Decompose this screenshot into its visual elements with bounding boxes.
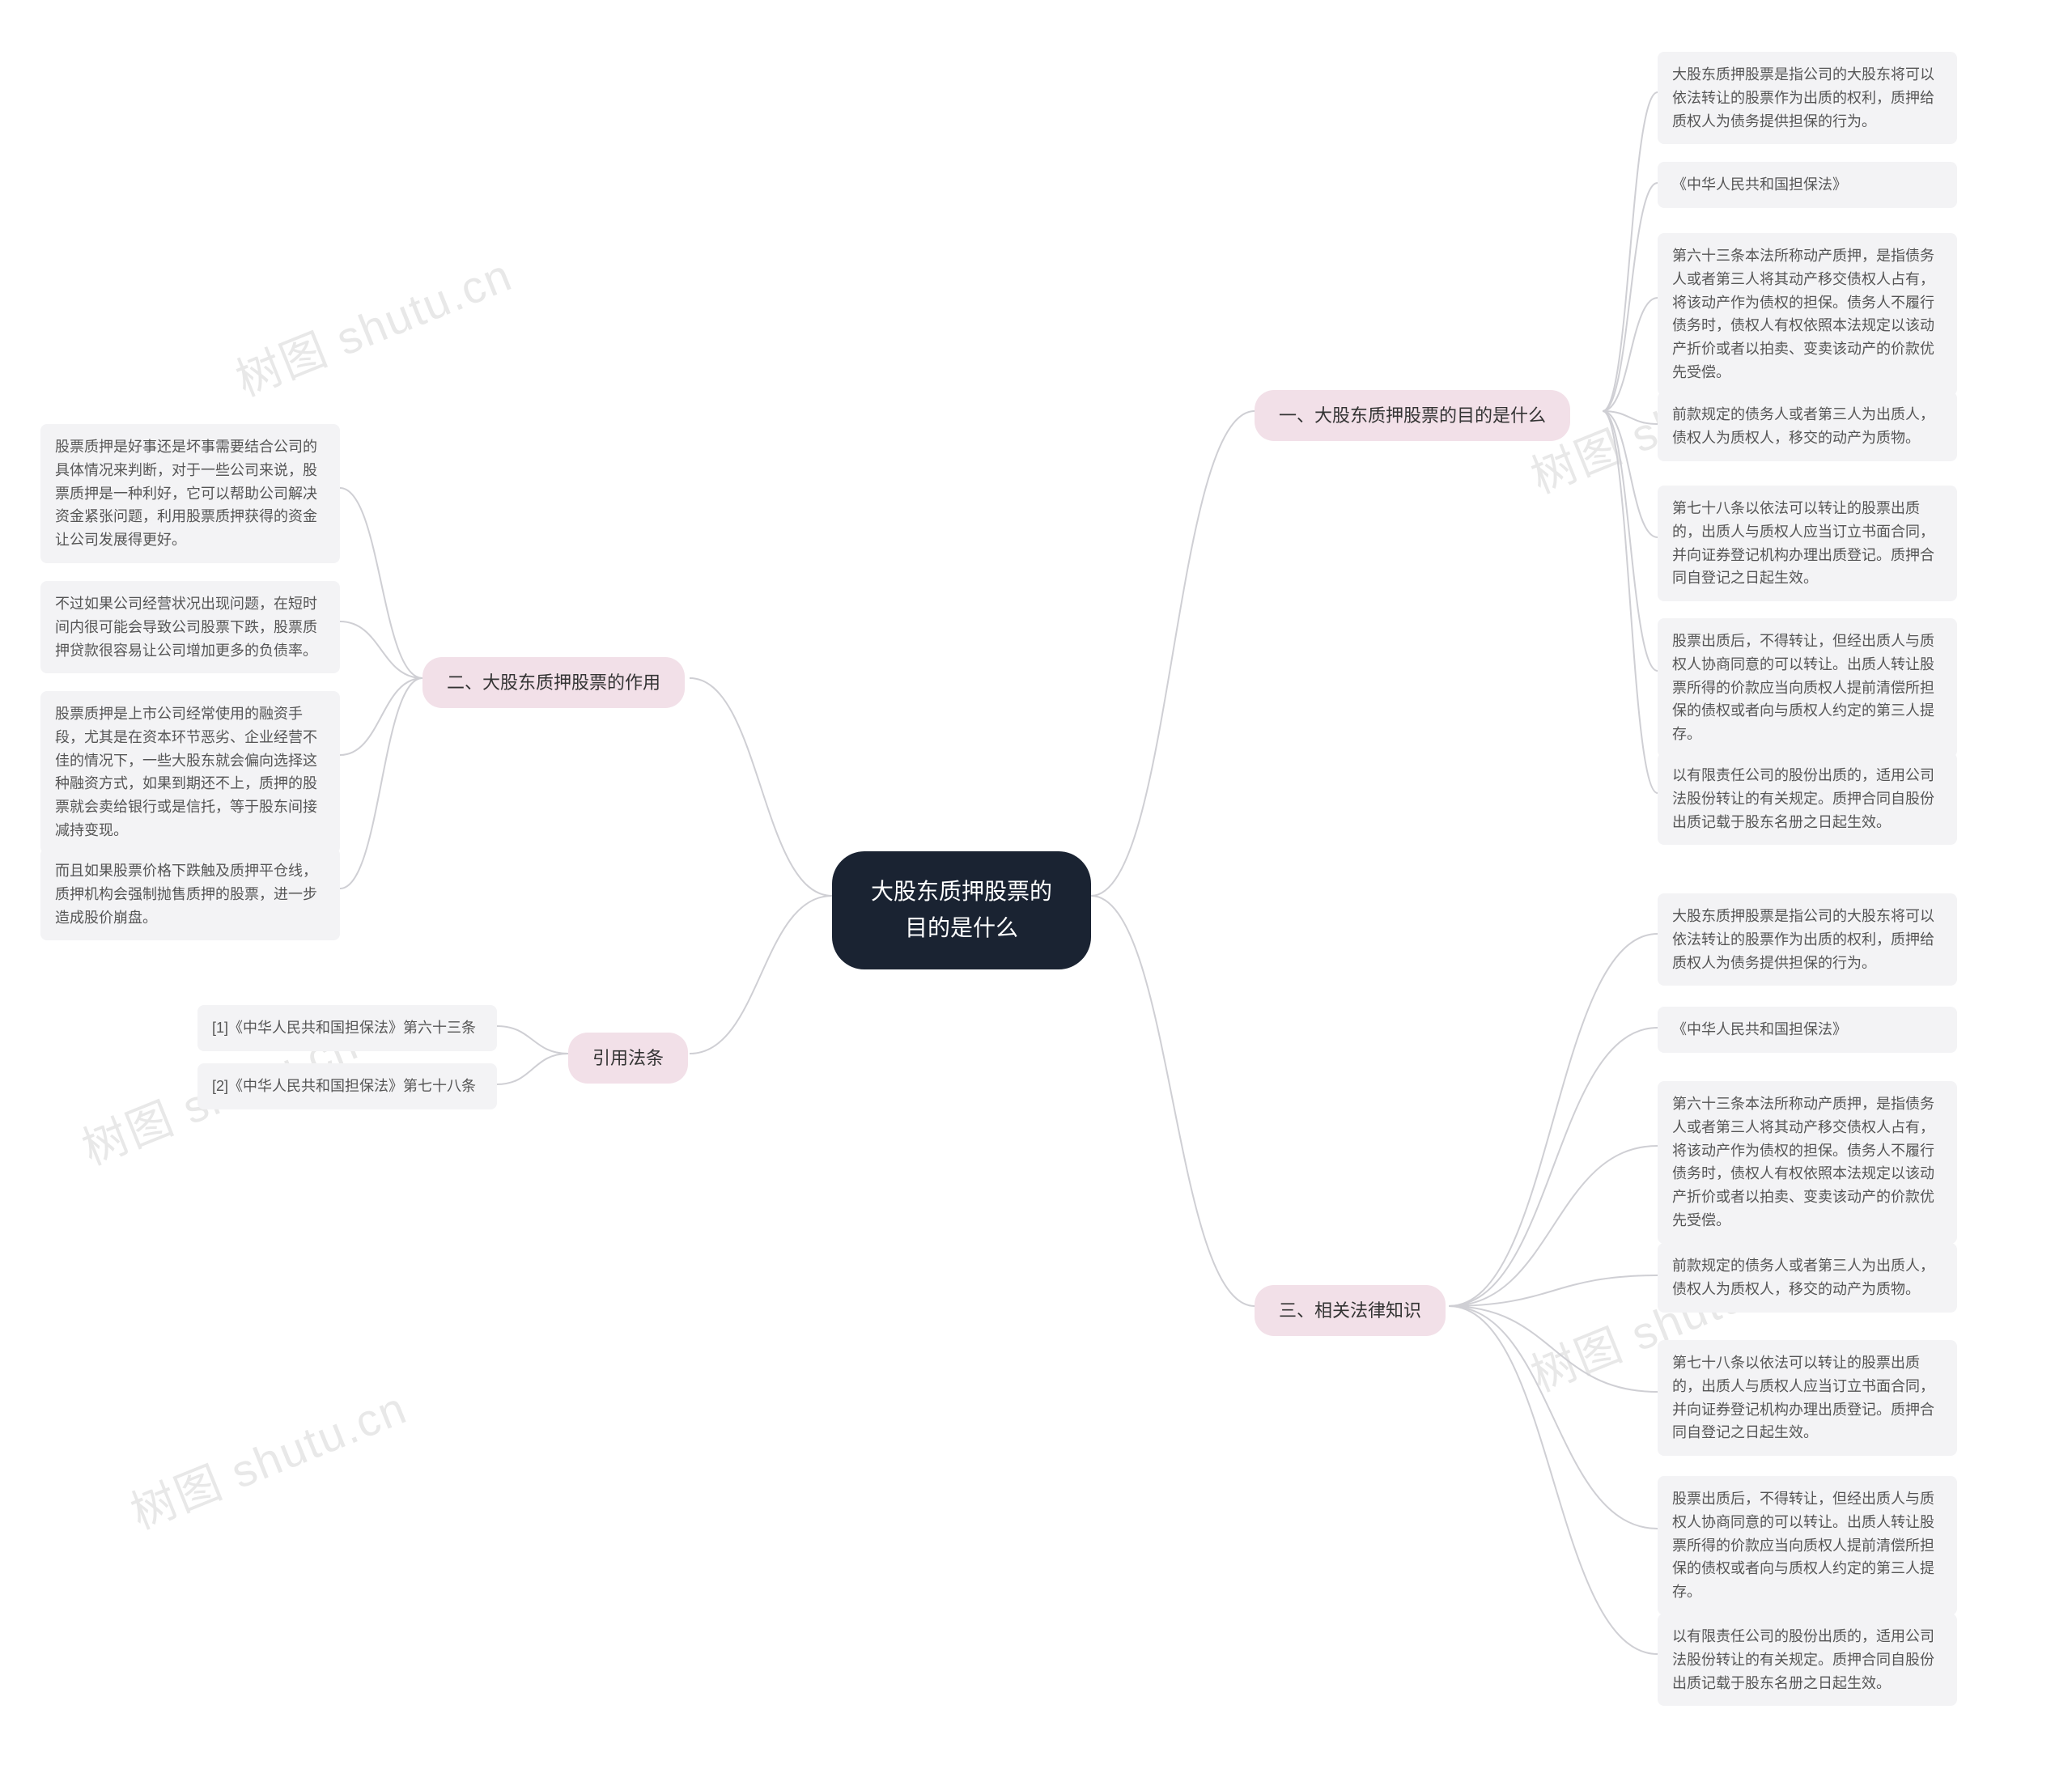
leaf-node: 股票质押是上市公司经常使用的融资手段，尤其是在资本环节恶劣、企业经营不佳的情况下… bbox=[40, 691, 340, 854]
leaf-node: 以有限责任公司的股份出质的，适用公司法股份转让的有关规定。质押合同自股份出质记载… bbox=[1658, 1614, 1957, 1706]
leaf-node: 第六十三条本法所称动产质押，是指债务人或者第三人将其动产移交债权人占有，将该动产… bbox=[1658, 1081, 1957, 1244]
leaf-node: 前款规定的债务人或者第三人为出质人，债权人为质权人，移交的动产为质物。 bbox=[1658, 392, 1957, 461]
leaf-node: [1]《中华人民共和国担保法》第六十三条 bbox=[197, 1005, 497, 1051]
watermark: 树图 shutu.cn bbox=[120, 1372, 415, 1542]
leaf-node: 第六十三条本法所称动产质押，是指债务人或者第三人将其动产移交债权人占有，将该动产… bbox=[1658, 233, 1957, 396]
leaf-node: 不过如果公司经营状况出现问题，在短时间内很可能会导致公司股票下跌，股票质押贷款很… bbox=[40, 581, 340, 673]
leaf-node: [2]《中华人民共和国担保法》第七十八条 bbox=[197, 1063, 497, 1109]
watermark: 树图 shutu.cn bbox=[225, 239, 520, 409]
leaf-node: 股票出质后，不得转让，但经出质人与质权人协商同意的可以转让。出质人转让股票所得的… bbox=[1658, 1476, 1957, 1615]
branch-node[interactable]: 一、大股东质押股票的目的是什么 bbox=[1255, 390, 1570, 441]
leaf-node: 大股东质押股票是指公司的大股东将可以依法转让的股票作为出质的权利，质押给质权人为… bbox=[1658, 52, 1957, 144]
branch-node[interactable]: 三、相关法律知识 bbox=[1255, 1285, 1446, 1336]
leaf-node: 前款规定的债务人或者第三人为出质人，债权人为质权人，移交的动产为质物。 bbox=[1658, 1243, 1957, 1313]
leaf-node: 《中华人民共和国担保法》 bbox=[1658, 1007, 1957, 1053]
leaf-node: 而且如果股票价格下跌触及质押平仓线，质押机构会强制抛售质押的股票，进一步造成股价… bbox=[40, 848, 340, 940]
leaf-node: 大股东质押股票是指公司的大股东将可以依法转让的股票作为出质的权利，质押给质权人为… bbox=[1658, 893, 1957, 986]
leaf-node: 以有限责任公司的股份出质的，适用公司法股份转让的有关规定。质押合同自股份出质记载… bbox=[1658, 753, 1957, 845]
root-node[interactable]: 大股东质押股票的目的是什么 bbox=[832, 851, 1091, 969]
leaf-node: 股票质押是好事还是坏事需要结合公司的具体情况来判断，对于一些公司来说，股票质押是… bbox=[40, 424, 340, 563]
leaf-node: 第七十八条以依法可以转让的股票出质的，出质人与质权人应当订立书面合同，并向证券登… bbox=[1658, 1340, 1957, 1456]
leaf-node: 《中华人民共和国担保法》 bbox=[1658, 162, 1957, 208]
leaf-node: 股票出质后，不得转让，但经出质人与质权人协商同意的可以转让。出质人转让股票所得的… bbox=[1658, 618, 1957, 757]
branch-node[interactable]: 引用法条 bbox=[568, 1033, 688, 1084]
branch-node[interactable]: 二、大股东质押股票的作用 bbox=[422, 657, 685, 708]
leaf-node: 第七十八条以依法可以转让的股票出质的，出质人与质权人应当订立书面合同，并向证券登… bbox=[1658, 486, 1957, 601]
